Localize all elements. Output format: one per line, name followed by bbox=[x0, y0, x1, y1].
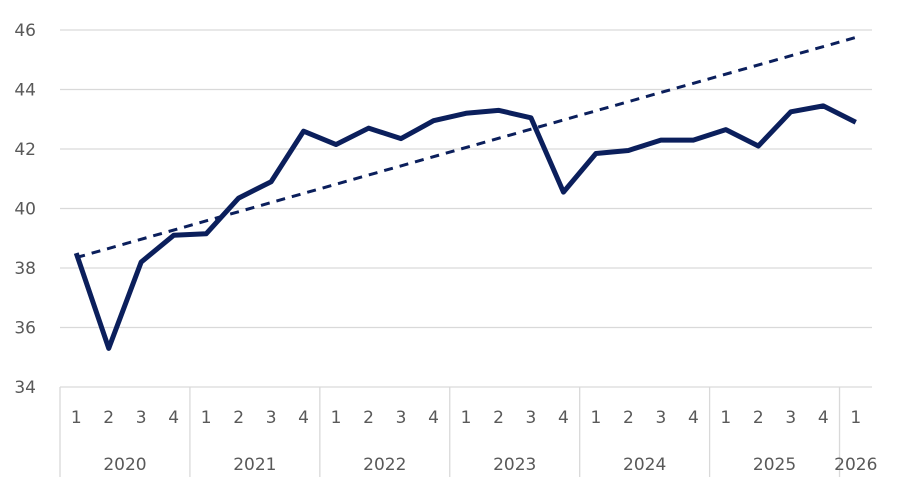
y-tick-label: 34 bbox=[14, 378, 36, 398]
x-quarter-label: 4 bbox=[688, 408, 699, 428]
x-quarter-label: 2 bbox=[103, 408, 114, 428]
x-quarter-label: 2 bbox=[753, 408, 764, 428]
x-year-label: 2022 bbox=[363, 455, 406, 475]
x-quarter-label: 3 bbox=[396, 408, 407, 428]
x-quarter-label: 3 bbox=[655, 408, 666, 428]
x-quarter-label: 1 bbox=[71, 408, 82, 428]
x-quarter-label: 4 bbox=[428, 408, 439, 428]
x-quarter-label: 3 bbox=[266, 408, 277, 428]
y-tick-label: 44 bbox=[14, 81, 36, 101]
x-quarter-label: 4 bbox=[168, 408, 179, 428]
y-tick-label: 46 bbox=[14, 21, 36, 41]
x-quarter-label: 2 bbox=[363, 408, 374, 428]
y-tick-label: 42 bbox=[14, 140, 36, 160]
x-quarter-label: 3 bbox=[526, 408, 537, 428]
x-quarter-label: 1 bbox=[591, 408, 602, 428]
x-year-label: 2025 bbox=[753, 455, 796, 475]
trend-line bbox=[75, 35, 857, 260]
x-quarter-label: 2 bbox=[493, 408, 504, 428]
x-quarter-label: 1 bbox=[331, 408, 342, 428]
x-quarter-label: 2 bbox=[623, 408, 634, 428]
x-quarter-label: 1 bbox=[850, 408, 861, 428]
x-quarter-label: 1 bbox=[461, 408, 472, 428]
x-quarter-label: 4 bbox=[818, 408, 829, 428]
x-quarter-label: 4 bbox=[298, 408, 309, 428]
x-quarter-label: 1 bbox=[720, 408, 731, 428]
x-quarter-label: 3 bbox=[136, 408, 147, 428]
x-quarter-label: 4 bbox=[558, 408, 569, 428]
y-tick-label: 36 bbox=[14, 319, 36, 339]
x-year-label: 2020 bbox=[103, 455, 146, 475]
y-tick-label: 40 bbox=[14, 200, 36, 220]
x-quarter-label: 2 bbox=[233, 408, 244, 428]
y-tick-label: 38 bbox=[14, 259, 36, 279]
x-year-label: 2024 bbox=[623, 455, 666, 475]
x-quarter-label: 1 bbox=[201, 408, 212, 428]
x-quarter-label: 3 bbox=[785, 408, 796, 428]
x-year-label: 2026 bbox=[834, 455, 877, 475]
x-year-label: 2021 bbox=[233, 455, 276, 475]
x-year-label: 2023 bbox=[493, 455, 536, 475]
series-line bbox=[73, 103, 857, 351]
